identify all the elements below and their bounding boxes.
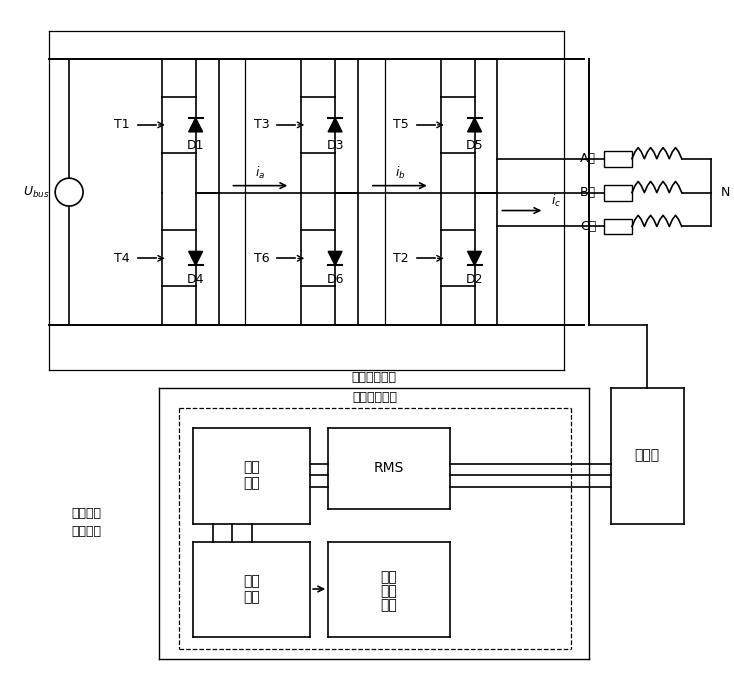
Text: D5: D5: [466, 139, 484, 153]
Text: $i_a$: $i_a$: [255, 165, 266, 181]
Text: D2: D2: [466, 273, 483, 286]
Polygon shape: [468, 118, 482, 132]
Text: $U_{bus}$: $U_{bus}$: [23, 185, 49, 200]
Polygon shape: [328, 118, 342, 132]
Polygon shape: [189, 118, 203, 132]
Text: 诊断: 诊断: [243, 574, 260, 588]
Text: 电平: 电平: [243, 460, 260, 475]
Text: T1: T1: [115, 118, 130, 131]
Text: D4: D4: [187, 273, 204, 286]
Bar: [604, 185, 632, 201]
Text: D6: D6: [327, 273, 344, 286]
Bar: [604, 218, 632, 234]
Bar: [604, 150, 632, 167]
Text: D1: D1: [187, 139, 204, 153]
Text: RMS: RMS: [374, 462, 404, 475]
Text: 驱动系统: 驱动系统: [71, 507, 101, 520]
Text: 矩阵: 矩阵: [243, 590, 260, 604]
Text: T4: T4: [115, 252, 130, 265]
Text: T2: T2: [393, 252, 409, 265]
Text: 诊断: 诊断: [380, 584, 397, 598]
Text: 传感器: 传感器: [634, 449, 659, 462]
Text: C相: C相: [580, 220, 596, 233]
Text: N: N: [721, 186, 730, 199]
Text: 结果: 结果: [380, 598, 397, 612]
Text: T5: T5: [393, 118, 409, 131]
Polygon shape: [189, 251, 203, 265]
Text: D3: D3: [327, 139, 344, 153]
Text: A相: A相: [580, 153, 596, 166]
Text: 控制芯片: 控制芯片: [71, 525, 101, 538]
Text: 输出: 输出: [380, 570, 397, 584]
Text: 转换: 转换: [243, 476, 260, 491]
Text: 电机控制部分: 电机控制部分: [352, 372, 396, 384]
Text: 故障诊断部分: 故障诊断部分: [352, 392, 397, 404]
Text: T6: T6: [254, 252, 269, 265]
Text: $i_c$: $i_c$: [551, 192, 562, 209]
Polygon shape: [468, 251, 482, 265]
Text: $i_b$: $i_b$: [395, 165, 405, 181]
Text: T3: T3: [254, 118, 269, 131]
Text: B相: B相: [580, 186, 596, 199]
Polygon shape: [328, 251, 342, 265]
